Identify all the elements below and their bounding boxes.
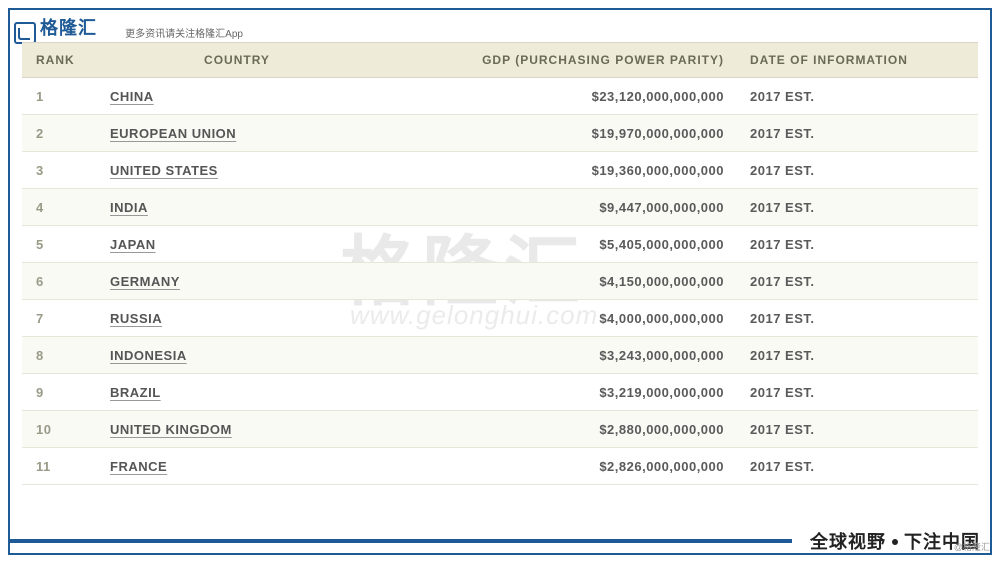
gdp-cell: $19,360,000,000,000: [372, 152, 742, 189]
gdp-cell: $4,150,000,000,000: [372, 263, 742, 300]
gdp-cell: $19,970,000,000,000: [372, 115, 742, 152]
country-link[interactable]: BRAZIL: [110, 385, 161, 400]
country-cell[interactable]: RUSSIA: [102, 300, 372, 337]
country-cell[interactable]: CHINA: [102, 78, 372, 115]
country-cell[interactable]: JAPAN: [102, 226, 372, 263]
date-cell: 2017 EST.: [742, 337, 978, 374]
date-cell: 2017 EST.: [742, 300, 978, 337]
corner-credit: @格隆汇: [954, 540, 990, 553]
date-cell: 2017 EST.: [742, 374, 978, 411]
rank-cell: 9: [22, 374, 102, 411]
table-row: 8 INDONESIA $3,243,000,000,0002017 EST.: [22, 337, 978, 374]
country-link[interactable]: UNITED KINGDOM: [110, 422, 232, 437]
rank-cell: 11: [22, 448, 102, 485]
date-cell: 2017 EST.: [742, 78, 978, 115]
country-link[interactable]: INDIA: [110, 200, 148, 215]
gdp-cell: $3,219,000,000,000: [372, 374, 742, 411]
date-cell: 2017 EST.: [742, 189, 978, 226]
footer-line: [8, 539, 792, 543]
col-header-country: COUNTRY: [102, 43, 372, 78]
table-row: 1 CHINA $23,120,000,000,0002017 EST.: [22, 78, 978, 115]
table-row: 5 JAPAN $5,405,000,000,0002017 EST.: [22, 226, 978, 263]
logo-mark-icon: [14, 22, 36, 44]
table-row: 4 INDIA $9,447,000,000,0002017 EST.: [22, 189, 978, 226]
country-link[interactable]: INDONESIA: [110, 348, 187, 363]
date-cell: 2017 EST.: [742, 411, 978, 448]
rank-cell: 6: [22, 263, 102, 300]
country-cell[interactable]: UNITED KINGDOM: [102, 411, 372, 448]
logo-text: 格隆汇: [40, 14, 111, 40]
rank-cell: 7: [22, 300, 102, 337]
col-header-rank: RANK: [22, 43, 102, 78]
country-link[interactable]: JAPAN: [110, 237, 156, 252]
tagline: 更多资讯请关注格隆汇App: [125, 25, 243, 40]
gdp-cell: $3,243,000,000,000: [372, 337, 742, 374]
country-cell[interactable]: BRAZIL: [102, 374, 372, 411]
footer-dot-icon: [892, 539, 898, 545]
rank-cell: 5: [22, 226, 102, 263]
country-link[interactable]: EUROPEAN UNION: [110, 126, 236, 141]
table-header-row: RANK COUNTRY GDP (PURCHASING POWER PARIT…: [22, 43, 978, 78]
gdp-cell: $23,120,000,000,000: [372, 78, 742, 115]
gdp-cell: $2,880,000,000,000: [372, 411, 742, 448]
table-row: 11 FRANCE $2,826,000,000,0002017 EST.: [22, 448, 978, 485]
country-cell[interactable]: INDONESIA: [102, 337, 372, 374]
rank-cell: 10: [22, 411, 102, 448]
date-cell: 2017 EST.: [742, 152, 978, 189]
country-cell[interactable]: GERMANY: [102, 263, 372, 300]
date-cell: 2017 EST.: [742, 226, 978, 263]
rank-cell: 4: [22, 189, 102, 226]
table-row: 9 BRAZIL $3,219,000,000,0002017 EST.: [22, 374, 978, 411]
footer-bar: 全球视野下注中国: [8, 527, 992, 555]
country-cell[interactable]: FRANCE: [102, 448, 372, 485]
gdp-cell: $4,000,000,000,000: [372, 300, 742, 337]
country-cell[interactable]: EUROPEAN UNION: [102, 115, 372, 152]
table-row: 7 RUSSIA $4,000,000,000,0002017 EST.: [22, 300, 978, 337]
rank-cell: 8: [22, 337, 102, 374]
gdp-cell: $2,826,000,000,000: [372, 448, 742, 485]
country-link[interactable]: FRANCE: [110, 459, 167, 474]
table-row: 10 UNITED KINGDOM $2,880,000,000,0002017 E…: [22, 411, 978, 448]
gdp-cell: $9,447,000,000,000: [372, 189, 742, 226]
col-header-date: DATE OF INFORMATION: [742, 43, 978, 78]
country-link[interactable]: UNITED STATES: [110, 163, 218, 178]
table-row: 3 UNITED STATES $19,360,000,000,0002017 ES…: [22, 152, 978, 189]
gdp-table: RANK COUNTRY GDP (PURCHASING POWER PARIT…: [22, 43, 978, 485]
table-row: 6 GERMANY $4,150,000,000,0002017 EST.: [22, 263, 978, 300]
table-row: 2 EUROPEAN UNION $19,970,000,000,0002017 E…: [22, 115, 978, 152]
country-cell[interactable]: UNITED STATES: [102, 152, 372, 189]
rank-cell: 2: [22, 115, 102, 152]
country-link[interactable]: CHINA: [110, 89, 154, 104]
country-cell[interactable]: INDIA: [102, 189, 372, 226]
date-cell: 2017 EST.: [742, 115, 978, 152]
date-cell: 2017 EST.: [742, 263, 978, 300]
rank-cell: 1: [22, 78, 102, 115]
gdp-table-container: RANK COUNTRY GDP (PURCHASING POWER PARIT…: [22, 42, 978, 485]
col-header-gdp: GDP (PURCHASING POWER PARITY): [372, 43, 742, 78]
country-link[interactable]: RUSSIA: [110, 311, 162, 326]
country-link[interactable]: GERMANY: [110, 274, 180, 289]
footer-left: 全球视野: [810, 532, 886, 552]
gdp-cell: $5,405,000,000,000: [372, 226, 742, 263]
rank-cell: 3: [22, 152, 102, 189]
date-cell: 2017 EST.: [742, 448, 978, 485]
